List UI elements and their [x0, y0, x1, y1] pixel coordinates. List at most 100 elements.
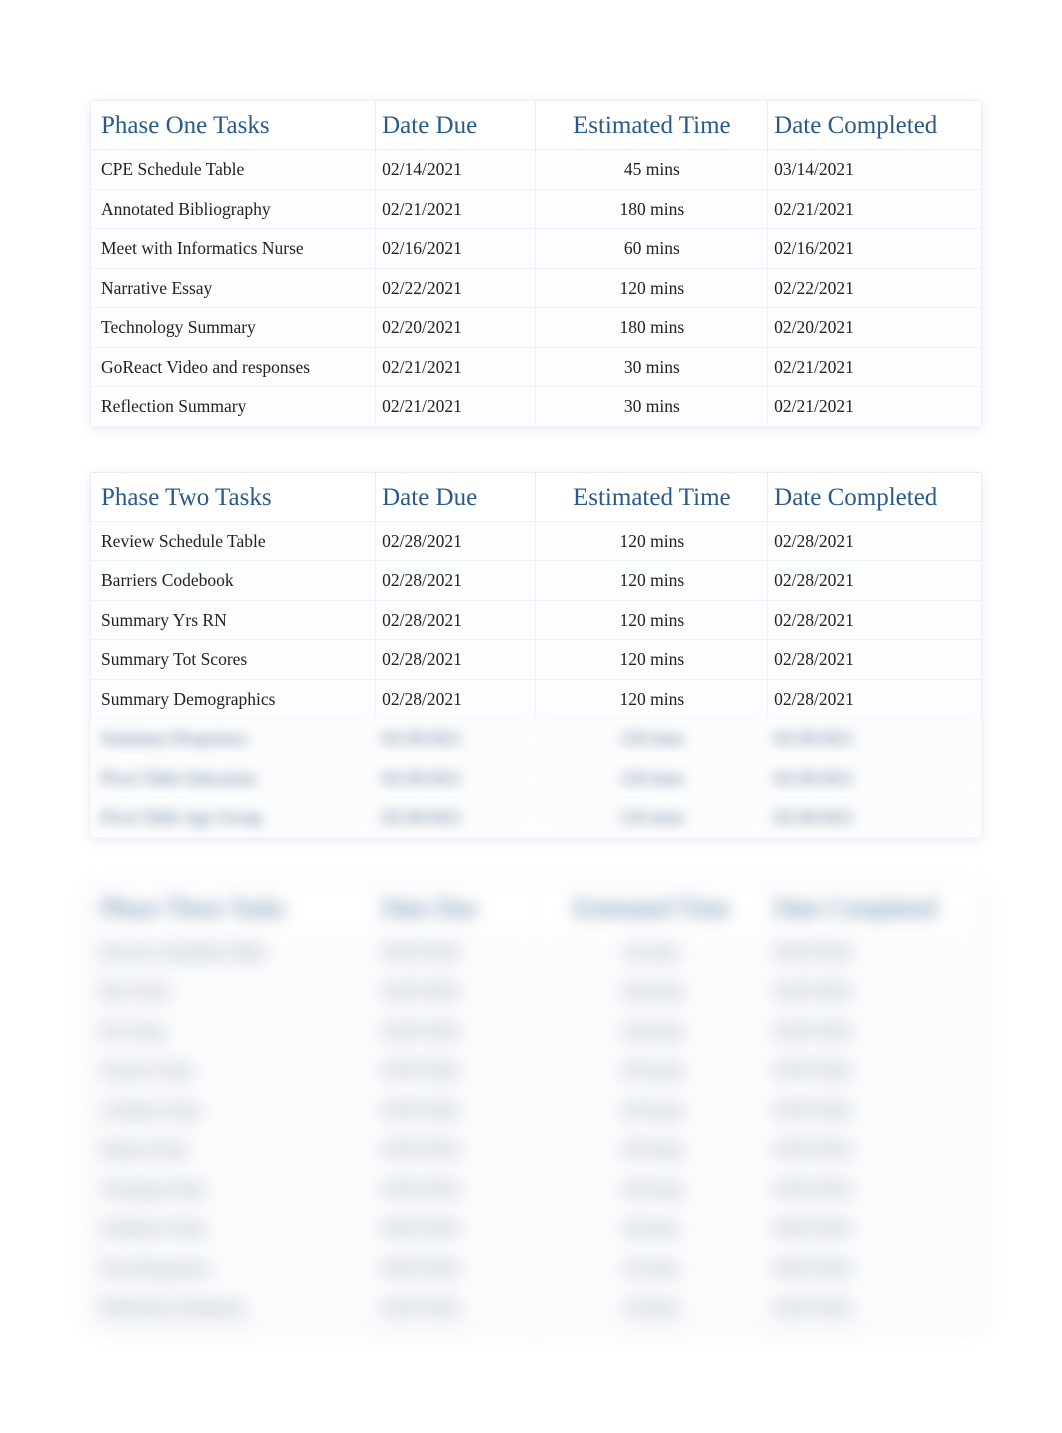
task-cell: Narrative Essay [91, 268, 376, 308]
task-cell: Sunburst Chart [91, 1209, 376, 1249]
date-due-cell: 03/07/2021 [376, 1288, 536, 1328]
date-completed-cell: 03/07/2021 [768, 972, 982, 1012]
date-completed-cell: 03/07/2021 [768, 1051, 982, 1091]
date-due-cell: 02/28/2021 [376, 640, 536, 680]
table-row: Donut Chart03/07/2021120 mins03/07/2021 [91, 1130, 982, 1170]
column-header: Phase One Tasks [91, 101, 376, 150]
column-header: Date Completed [768, 883, 982, 932]
estimated-time-cell: 30 mins [536, 1288, 768, 1328]
column-header: Estimated Time [536, 472, 768, 521]
table-row: GoReact Video and responses02/21/202130 … [91, 347, 982, 387]
estimated-time-cell: 120 mins [536, 600, 768, 640]
task-cell: Barriers Codebook [91, 561, 376, 601]
estimated-time-cell: 180 mins [536, 308, 768, 348]
column-header: Date Completed [768, 101, 982, 150]
date-completed-cell: 02/28/2021 [768, 679, 982, 719]
date-completed-cell: 03/07/2021 [768, 1090, 982, 1130]
task-cell: CPE Schedule Table [91, 150, 376, 190]
date-due-cell: 02/28/2021 [376, 561, 536, 601]
date-due-cell: 03/07/2021 [376, 1011, 536, 1051]
date-due-cell: 03/07/2021 [376, 1090, 536, 1130]
table-row: Summary Yrs RN02/28/2021120 mins02/28/20… [91, 600, 982, 640]
estimated-time-cell: 120 mins [536, 1169, 768, 1209]
task-cell: Treemap Chart [91, 1169, 376, 1209]
estimated-time-cell: 45 mins [536, 932, 768, 972]
task-cell: Reflection Summary [91, 387, 376, 427]
date-completed-cell: 02/28/2021 [768, 640, 982, 680]
table-row: Review Schedule Table02/28/2021120 mins0… [91, 521, 982, 561]
table-row: Narrative Essay02/22/2021120 mins02/22/2… [91, 268, 982, 308]
table-row: Annotated Bibliography02/21/2021180 mins… [91, 189, 982, 229]
date-due-cell: 02/28/2021 [376, 679, 536, 719]
task-cell: Pivot Table Education [91, 758, 376, 798]
column-header: Date Completed [768, 472, 982, 521]
date-due-cell: 03/07/2021 [376, 1051, 536, 1091]
estimated-time-cell: 120 mins [536, 679, 768, 719]
column-header: Estimated Time [536, 883, 768, 932]
task-cell: Technology Summary [91, 308, 376, 348]
table-row: Summary Tot Scores02/28/2021120 mins02/2… [91, 640, 982, 680]
phase1-table: Phase One TasksDate DueEstimated TimeDat… [90, 100, 982, 427]
date-completed-cell: 02/21/2021 [768, 189, 982, 229]
task-cell: Summary Demographics [91, 679, 376, 719]
date-completed-cell: 03/07/2021 [768, 1288, 982, 1328]
schedule-table: Phase Three TasksDate DueEstimated TimeD… [90, 883, 982, 1328]
table-row: Pivot Table Age Group02/28/2021120 mins0… [91, 798, 982, 838]
task-cell: Meet with Informatics Nurse [91, 229, 376, 269]
date-completed-cell: 02/28/2021 [768, 758, 982, 798]
date-due-cell: 02/14/2021 [376, 150, 536, 190]
task-cell: Peer Responses [91, 1248, 376, 1288]
table-row: Meet with Informatics Nurse02/16/202160 … [91, 229, 982, 269]
table-header-row: Phase Three TasksDate DueEstimated TimeD… [91, 883, 982, 932]
table-row: Summary Responses02/28/2021120 mins02/28… [91, 719, 982, 759]
estimated-time-cell: 120 mins [536, 1130, 768, 1170]
date-completed-cell: 03/07/2021 [768, 1011, 982, 1051]
date-completed-cell: 03/07/2021 [768, 932, 982, 972]
date-completed-cell: 02/22/2021 [768, 268, 982, 308]
date-due-cell: 02/28/2021 [376, 719, 536, 759]
date-due-cell: 02/22/2021 [376, 268, 536, 308]
task-cell: Scatter Chart [91, 1051, 376, 1091]
column-header: Estimated Time [536, 101, 768, 150]
date-completed-cell: 02/28/2021 [768, 561, 982, 601]
estimated-time-cell: 30 mins [536, 387, 768, 427]
column-header: Date Due [376, 101, 536, 150]
date-completed-cell: 02/21/2021 [768, 387, 982, 427]
table-row: Pivot Table Education02/28/2021120 mins0… [91, 758, 982, 798]
task-cell: Column Chart [91, 1090, 376, 1130]
estimated-time-cell: 120 mins [536, 268, 768, 308]
date-due-cell: 03/07/2021 [376, 972, 536, 1012]
date-due-cell: 02/20/2021 [376, 308, 536, 348]
date-completed-cell: 03/07/2021 [768, 1209, 982, 1249]
table-row: Column Chart03/07/2021120 mins03/07/2021 [91, 1090, 982, 1130]
date-completed-cell: 03/14/2021 [768, 150, 982, 190]
phase3-table: Phase Three TasksDate DueEstimated TimeD… [90, 883, 982, 1328]
table-row: Bar Chart03/07/2021120 mins03/07/2021 [91, 972, 982, 1012]
column-header: Phase Three Tasks [91, 883, 376, 932]
column-header: Date Due [376, 472, 536, 521]
task-cell: Summary Yrs RN [91, 600, 376, 640]
table-row: Barriers Codebook02/28/2021120 mins02/28… [91, 561, 982, 601]
table-row: CPE Schedule Table02/14/202145 mins03/14… [91, 150, 982, 190]
date-completed-cell: 03/07/2021 [768, 1130, 982, 1170]
date-due-cell: 02/28/2021 [376, 521, 536, 561]
schedule-table: Phase Two TasksDate DueEstimated TimeDat… [90, 472, 982, 838]
task-cell: Reflection Summary [91, 1288, 376, 1328]
table-row: Peer Responses03/07/202145 mins03/07/202… [91, 1248, 982, 1288]
date-completed-cell: 02/21/2021 [768, 347, 982, 387]
date-completed-cell: 02/28/2021 [768, 600, 982, 640]
task-cell: Pie Chart [91, 1011, 376, 1051]
estimated-time-cell: 120 mins [536, 521, 768, 561]
table-row: Review Schedule Table03/07/202145 mins03… [91, 932, 982, 972]
table-row: Scatter Chart03/07/2021120 mins03/07/202… [91, 1051, 982, 1091]
estimated-time-cell: 120 mins [536, 972, 768, 1012]
estimated-time-cell: 45 mins [536, 1248, 768, 1288]
estimated-time-cell: 60 mins [536, 229, 768, 269]
date-completed-cell: 02/28/2021 [768, 719, 982, 759]
date-due-cell: 03/07/2021 [376, 1248, 536, 1288]
column-header: Date Due [376, 883, 536, 932]
task-cell: Summary Responses [91, 719, 376, 759]
task-cell: Bar Chart [91, 972, 376, 1012]
estimated-time-cell: 60 mins [536, 1209, 768, 1249]
estimated-time-cell: 120 mins [536, 561, 768, 601]
